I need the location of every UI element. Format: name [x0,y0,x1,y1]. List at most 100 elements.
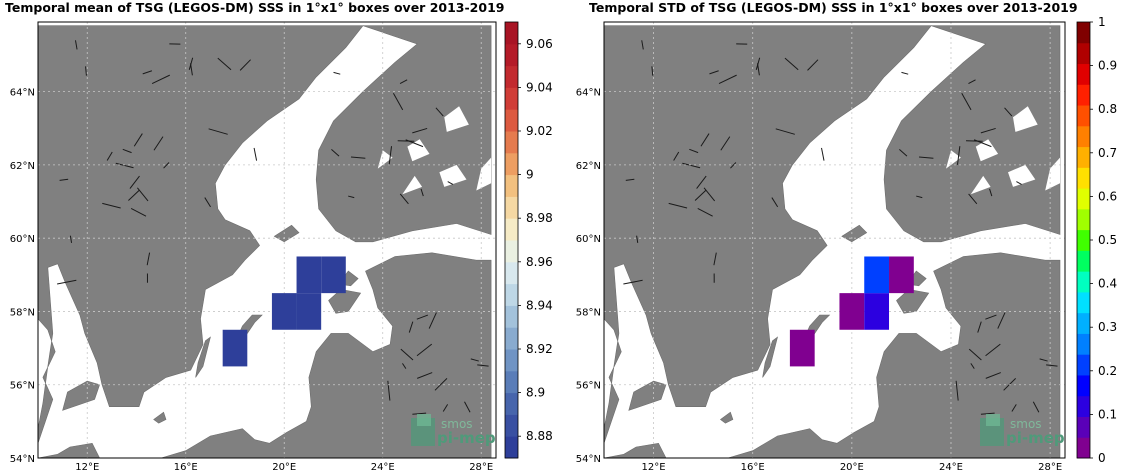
river-stroke [188,57,194,70]
colorbar-tick-label: 8.96 [526,255,553,269]
lake-polygon [439,164,467,187]
river-stroke [970,363,975,369]
data-cell [789,329,815,367]
colorbar-segment [505,240,518,263]
river-stroke [447,181,454,185]
land-polygon [727,252,1061,458]
colorbar-tick-label: 0.4 [1098,277,1117,291]
river-stroke [720,136,731,151]
lat-tick-label: 56°N [10,381,35,392]
colorbar-segment [1077,84,1090,106]
colorbar-tick-label: 8.88 [526,429,553,443]
river-stroke [989,188,993,197]
river-stroke [331,149,340,157]
lon-tick-label: 24°E [939,462,963,473]
land-polygon [195,336,211,378]
river-stroke [697,207,713,217]
colorbar-segment [505,218,518,241]
river-stroke [85,66,87,76]
river-stroke [350,156,366,159]
river-stroke [151,74,170,84]
river-stroke [700,133,710,147]
river-stroke [1032,401,1040,413]
river-stroke [412,412,427,415]
colorbar-segment [1077,22,1090,44]
data-cell [296,293,322,330]
colorbar-segment [1077,125,1090,148]
river-stroke [442,404,449,412]
river-stroke [718,74,737,84]
river-stroke [408,321,414,333]
river-stroke [985,343,1001,357]
lat-tick-label: 60°N [576,234,601,245]
land-polygon [273,224,300,243]
river-stroke [1016,181,1022,185]
colorbar-segment [505,370,518,394]
data-cell [864,293,890,330]
river-stroke [142,70,153,75]
colorbar-tick-label: 0 [1098,451,1106,465]
river-stroke [387,380,391,401]
river-stroke [399,79,408,85]
lon-tick-label: 12°E [642,462,666,473]
colorbar-segment [1077,312,1090,334]
river-stroke [709,70,719,75]
river-stroke [217,57,232,71]
river-stroke [129,175,140,189]
river-stroke [1004,107,1013,117]
river-stroke [1003,377,1017,391]
river-stroke [977,321,982,333]
colorbar-segment [1077,63,1090,85]
colorbar-segment [1077,395,1090,417]
land-polygon [841,224,868,243]
river-stroke [402,363,407,369]
river-stroke [239,59,251,71]
river-stroke [115,162,134,169]
lon-tick-label: 20°E [272,462,296,473]
river-stroke [416,343,433,357]
lake-polygon [975,139,999,162]
colorbar-tick-label: 0.1 [1098,407,1117,421]
colorbar-tick-label: 8.98 [526,211,553,225]
colorbar-segment [505,305,518,328]
colorbar-segment [1077,354,1090,376]
river-stroke [673,151,680,161]
river-stroke [980,412,995,415]
colorbar-segment [505,131,518,154]
river-stroke [997,312,1006,329]
river-stroke [775,128,795,135]
river-stroke [253,147,258,161]
river-stroke [163,162,170,169]
river-stroke [985,372,1001,379]
data-cell [222,329,248,367]
watermark-line1: smos [1010,417,1042,431]
river-stroke [130,207,147,217]
colorbar-segment [505,196,518,219]
lake-polygon [402,175,423,195]
colorbar-segment [505,414,518,437]
colorbar-segment [1077,374,1090,397]
colorbar-tick-label: 1 [1098,15,1106,29]
river-stroke [901,71,909,75]
colorbar-segment [505,349,518,372]
data-cell [839,293,865,330]
lon-tick-label: 24°E [371,462,395,473]
river-stroke [1011,404,1017,412]
colorbar-tick-label: 0.3 [1098,320,1117,334]
river-stroke [918,156,934,159]
river-stroke [973,139,992,148]
colorbar-tick-label: 8.92 [526,342,553,356]
colorbar-segment [1077,437,1090,459]
river-stroke [146,252,151,266]
river-stroke [333,71,341,75]
colorbar-tick-label: 9.04 [526,80,553,94]
lake-polygon [377,150,393,169]
colorbar-segment [505,436,518,459]
river-stroke [405,139,424,148]
colorbar-segment [505,43,518,67]
colorbar-segment [505,283,518,306]
river-stroke [980,127,996,134]
land-polygon [762,336,778,378]
colorbar-segment [1077,333,1090,355]
